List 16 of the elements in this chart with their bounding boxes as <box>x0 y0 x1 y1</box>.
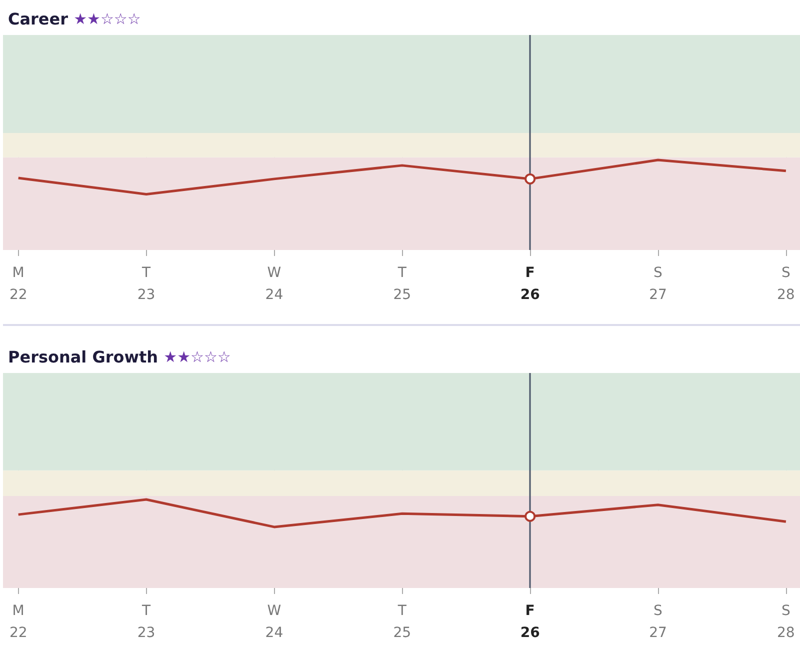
x-tick-label: W 24 <box>265 603 284 641</box>
x-tick-label: M 22 <box>9 265 28 303</box>
chart-title: Personal Growth ★★☆☆☆ <box>8 348 231 366</box>
x-tick-label: S 28 <box>777 265 795 303</box>
x-tick-label: W 24 <box>265 265 284 303</box>
x-tick-label: T 25 <box>393 265 412 303</box>
x-tick-label: T 23 <box>137 265 156 303</box>
x-tick-label: T 23 <box>137 603 156 641</box>
x-tick-label: S 27 <box>649 265 667 303</box>
x-tick-label: F 26 <box>520 265 540 303</box>
x-tick-label: S 27 <box>649 603 667 641</box>
x-tick-label: F 26 <box>520 603 540 641</box>
x-tick-label: M 22 <box>9 603 28 641</box>
chart-title: Career ★★☆☆☆ <box>8 10 141 28</box>
x-tick-label: T 25 <box>393 603 412 641</box>
x-tick-label: S 28 <box>777 603 795 641</box>
